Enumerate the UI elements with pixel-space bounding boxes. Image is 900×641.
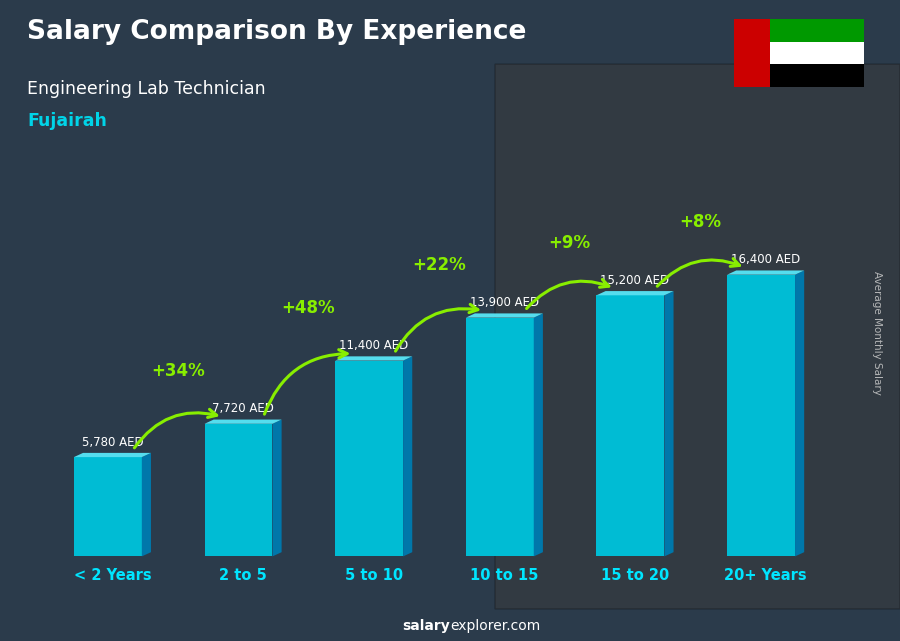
Text: +34%: +34% bbox=[151, 362, 204, 380]
Text: salary: salary bbox=[402, 619, 450, 633]
Polygon shape bbox=[597, 291, 673, 296]
Bar bbox=[766, 19, 864, 42]
Text: 2 to 5: 2 to 5 bbox=[220, 568, 267, 583]
Bar bbox=[734, 19, 770, 87]
Bar bbox=[204, 424, 273, 556]
Polygon shape bbox=[727, 271, 805, 275]
Polygon shape bbox=[273, 420, 282, 556]
Polygon shape bbox=[403, 356, 412, 556]
Text: explorer.com: explorer.com bbox=[450, 619, 540, 633]
Text: 16,400 AED: 16,400 AED bbox=[731, 253, 800, 266]
Text: Salary Comparison By Experience: Salary Comparison By Experience bbox=[27, 19, 526, 46]
Bar bbox=[335, 361, 403, 556]
Text: Fujairah: Fujairah bbox=[27, 112, 107, 130]
Bar bbox=[766, 42, 864, 64]
Bar bbox=[727, 275, 795, 556]
Text: +22%: +22% bbox=[412, 256, 466, 274]
Text: Average Monthly Salary: Average Monthly Salary bbox=[872, 271, 883, 395]
Bar bbox=[766, 64, 864, 87]
Text: Engineering Lab Technician: Engineering Lab Technician bbox=[27, 80, 266, 98]
Polygon shape bbox=[335, 356, 412, 361]
Polygon shape bbox=[664, 291, 673, 556]
Text: 20+ Years: 20+ Years bbox=[724, 568, 807, 583]
Text: < 2 Years: < 2 Years bbox=[74, 568, 151, 583]
Polygon shape bbox=[204, 420, 282, 424]
Text: 5,780 AED: 5,780 AED bbox=[82, 436, 143, 449]
Text: +48%: +48% bbox=[282, 299, 335, 317]
Text: 13,900 AED: 13,900 AED bbox=[470, 296, 539, 309]
Text: 7,720 AED: 7,720 AED bbox=[212, 403, 274, 415]
Polygon shape bbox=[534, 313, 543, 556]
Bar bbox=[74, 457, 142, 556]
Text: 10 to 15: 10 to 15 bbox=[470, 568, 538, 583]
Text: 15 to 20: 15 to 20 bbox=[601, 568, 669, 583]
Text: 15,200 AED: 15,200 AED bbox=[600, 274, 670, 287]
Bar bbox=[466, 318, 534, 556]
Polygon shape bbox=[142, 453, 151, 556]
Text: +9%: +9% bbox=[549, 233, 590, 252]
Polygon shape bbox=[74, 453, 151, 457]
Text: 11,400 AED: 11,400 AED bbox=[339, 339, 409, 352]
Polygon shape bbox=[466, 313, 543, 318]
Bar bbox=[597, 296, 664, 556]
Polygon shape bbox=[795, 271, 805, 556]
Text: 5 to 10: 5 to 10 bbox=[345, 568, 403, 583]
Text: +8%: +8% bbox=[680, 213, 721, 231]
